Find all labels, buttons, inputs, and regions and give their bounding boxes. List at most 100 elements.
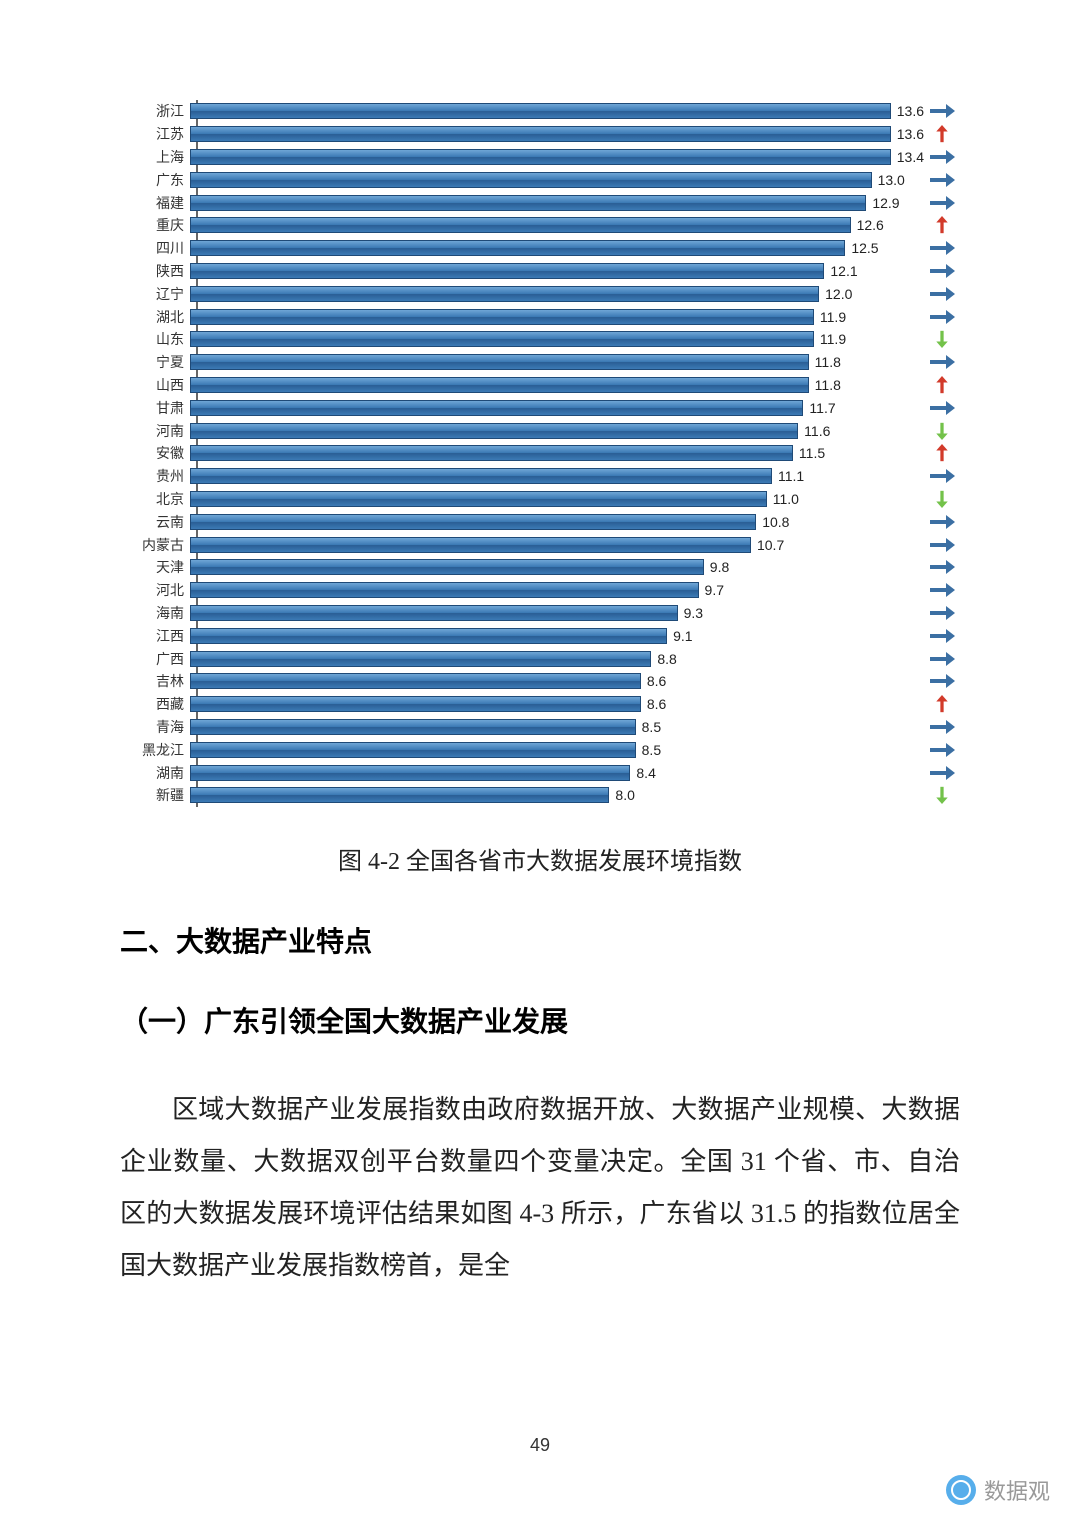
value-label: 9.1 xyxy=(673,628,692,644)
trend-arrow-right xyxy=(924,718,960,736)
value-label: 13.6 xyxy=(897,103,924,119)
chart-row: 陕西 12.1 xyxy=(120,260,960,283)
bar xyxy=(190,559,704,575)
chart-row: 安徽11.5 xyxy=(120,442,960,465)
value-label: 8.8 xyxy=(657,651,676,667)
bar-track: 11.9 xyxy=(190,309,924,325)
page-number: 49 xyxy=(0,1435,1080,1456)
bar-track: 12.0 xyxy=(190,286,924,302)
bar-track: 12.1 xyxy=(190,263,924,279)
value-label: 11.7 xyxy=(809,400,835,416)
bar xyxy=(190,331,814,347)
bar-track: 9.1 xyxy=(190,628,924,644)
bar xyxy=(190,468,772,484)
value-label: 12.1 xyxy=(830,263,857,279)
bar xyxy=(190,445,793,461)
chart-row: 湖北11.9 xyxy=(120,305,960,328)
category-label: 福建 xyxy=(120,193,190,213)
bar-track: 8.6 xyxy=(190,673,924,689)
category-label: 海南 xyxy=(120,603,190,623)
value-label: 13.4 xyxy=(897,149,924,165)
value-label: 8.6 xyxy=(647,696,666,712)
bar xyxy=(190,217,851,233)
bar-track: 10.8 xyxy=(190,514,924,530)
chart-row: 黑龙江8.5 xyxy=(120,738,960,761)
watermark-icon xyxy=(946,1475,976,1505)
trend-arrow-up xyxy=(924,216,960,234)
category-label: 黑龙江 xyxy=(120,740,190,760)
trend-arrow-right xyxy=(924,285,960,303)
value-label: 10.8 xyxy=(762,514,789,530)
bar-track: 13.4 xyxy=(190,149,924,165)
chart-row: 青海8.5 xyxy=(120,716,960,739)
bar xyxy=(190,172,872,188)
trend-arrow-up xyxy=(924,695,960,713)
category-label: 重庆 xyxy=(120,215,190,235)
trend-arrow-right xyxy=(924,262,960,280)
value-label: 9.7 xyxy=(705,582,724,598)
trend-arrow-right xyxy=(924,308,960,326)
category-label: 甘肃 xyxy=(120,398,190,418)
chart-row: 宁夏 11.8 xyxy=(120,351,960,374)
value-label: 8.5 xyxy=(642,719,661,735)
value-label: 11.8 xyxy=(815,354,841,370)
bar-track: 11.5 xyxy=(190,445,924,461)
category-label: 天津 xyxy=(120,557,190,577)
value-label: 12.6 xyxy=(857,217,884,233)
chart-row: 广东13.0 xyxy=(120,168,960,191)
value-label: 13.6 xyxy=(897,126,924,142)
chart-row: 四川12.5 xyxy=(120,237,960,260)
bar-track: 9.8 xyxy=(190,559,924,575)
bar-track: 8.5 xyxy=(190,719,924,735)
bar xyxy=(190,673,641,689)
value-label: 11.8 xyxy=(815,377,841,393)
category-label: 山东 xyxy=(120,329,190,349)
value-label: 11.0 xyxy=(773,491,799,507)
chart-row: 福建12.9 xyxy=(120,191,960,214)
category-label: 陕西 xyxy=(120,261,190,281)
trend-arrow-up xyxy=(924,125,960,143)
bar xyxy=(190,354,809,370)
section-heading: 二、大数据产业特点 xyxy=(120,920,960,960)
chart-row: 广西 8.8 xyxy=(120,647,960,670)
bar-track: 11.0 xyxy=(190,491,924,507)
trend-arrow-right xyxy=(924,650,960,668)
trend-arrow-right xyxy=(924,741,960,759)
bar xyxy=(190,787,609,803)
trend-arrow-right xyxy=(924,148,960,166)
watermark: 数据观 xyxy=(946,1474,1050,1506)
chart-row: 重庆 12.6 xyxy=(120,214,960,237)
value-label: 8.0 xyxy=(615,787,634,803)
bar xyxy=(190,719,636,735)
value-label: 11.5 xyxy=(799,445,825,461)
bar-chart: 浙江13.6江苏13.6上海13.4广东13.0福建12.9重庆12.6四川12… xyxy=(120,100,960,807)
value-label: 11.9 xyxy=(820,309,846,325)
watermark-text: 数据观 xyxy=(984,1474,1050,1506)
chart-row: 内蒙古10.7 xyxy=(120,533,960,556)
chart-row: 上海13.4 xyxy=(120,146,960,169)
trend-arrow-right xyxy=(924,536,960,554)
body-paragraph: 区域大数据产业发展指数由政府数据开放、大数据产业规模、大数据企业数量、大数据双创… xyxy=(120,1084,960,1292)
category-label: 广西 xyxy=(120,649,190,669)
value-label: 8.6 xyxy=(647,673,666,689)
trend-arrow-right xyxy=(924,399,960,417)
chart-row: 天津9.8 xyxy=(120,556,960,579)
bar-track: 8.5 xyxy=(190,742,924,758)
category-label: 江西 xyxy=(120,626,190,646)
chart-row: 江西 9.1 xyxy=(120,624,960,647)
chart-row: 贵州11.1 xyxy=(120,465,960,488)
category-label: 新疆 xyxy=(120,785,190,805)
category-label: 宁夏 xyxy=(120,352,190,372)
subsection-heading: （一）广东引领全国大数据产业发展 xyxy=(120,1000,960,1040)
bar xyxy=(190,126,891,142)
bar-track: 11.8 xyxy=(190,377,924,393)
bar xyxy=(190,195,866,211)
chart-row: 云南10.8 xyxy=(120,510,960,533)
category-label: 山西 xyxy=(120,375,190,395)
category-label: 河南 xyxy=(120,421,190,441)
chart-row: 浙江13.6 xyxy=(120,100,960,123)
bar-track: 13.6 xyxy=(190,103,924,119)
bar xyxy=(190,263,824,279)
trend-arrow-right xyxy=(924,353,960,371)
value-label: 12.5 xyxy=(851,240,878,256)
